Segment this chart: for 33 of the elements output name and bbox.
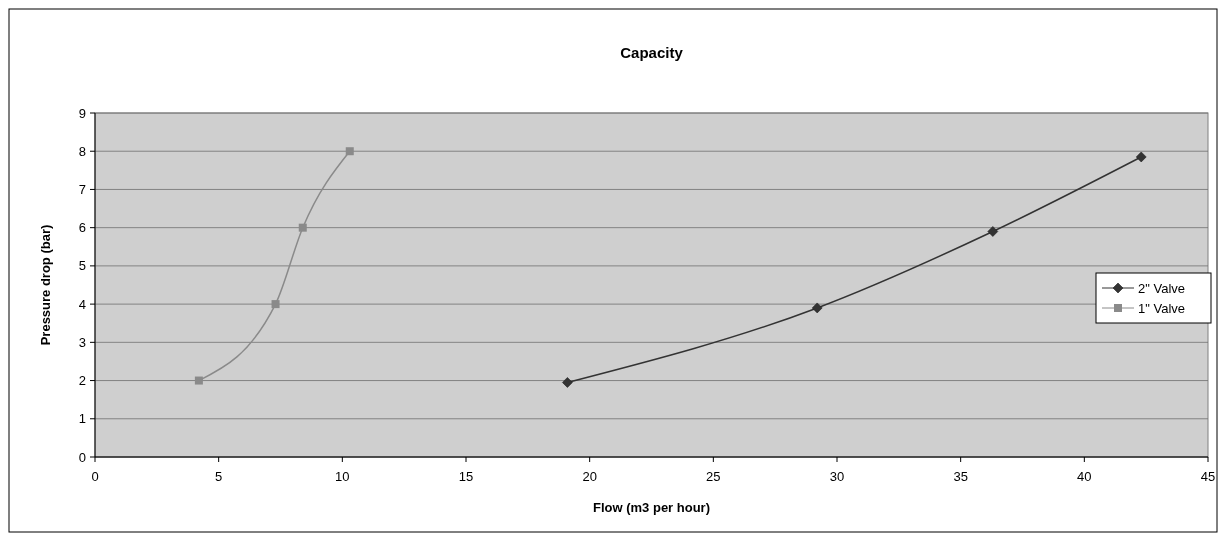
point <box>811 302 823 314</box>
x-axis-title: Flow (m3 per hour) <box>593 500 710 515</box>
x-tick-label: 0 <box>91 469 99 484</box>
point <box>562 377 573 388</box>
y-tick-label: 1 <box>78 411 86 427</box>
chart-title: Capacity <box>620 44 684 61</box>
point <box>194 376 203 385</box>
legend-label: 1" Valve <box>1138 301 1186 316</box>
x-tick-label: 20 <box>582 469 597 484</box>
y-tick-label: 3 <box>78 334 86 350</box>
y-tick-label: 5 <box>78 258 86 274</box>
y-tick-label: 2 <box>78 373 86 389</box>
y-tick-label: 8 <box>78 143 86 159</box>
point <box>271 300 280 309</box>
point <box>345 147 354 156</box>
x-tick-label: 40 <box>1077 469 1092 484</box>
x-tick-label: 15 <box>458 469 474 484</box>
legend-label: 2" Valve <box>1138 281 1186 296</box>
y-tick-label: 4 <box>78 296 86 312</box>
x-tick-label: 5 <box>215 469 223 484</box>
point <box>1135 151 1147 163</box>
y-tick-label: 0 <box>78 449 86 465</box>
x-tick-label: 45 <box>1200 469 1216 484</box>
x-tick-label: 35 <box>953 469 968 484</box>
y-axis-title: Pressure drop (bar) <box>38 224 53 346</box>
y-tick-label: 6 <box>78 220 86 236</box>
point <box>298 223 307 232</box>
x-tick-label: 10 <box>335 469 350 484</box>
x-tick-label: 30 <box>829 469 845 484</box>
y-tick-label: 7 <box>78 181 86 197</box>
y-tick-label: 9 <box>78 105 86 121</box>
point <box>987 226 999 237</box>
x-tick-label: 25 <box>706 469 721 484</box>
